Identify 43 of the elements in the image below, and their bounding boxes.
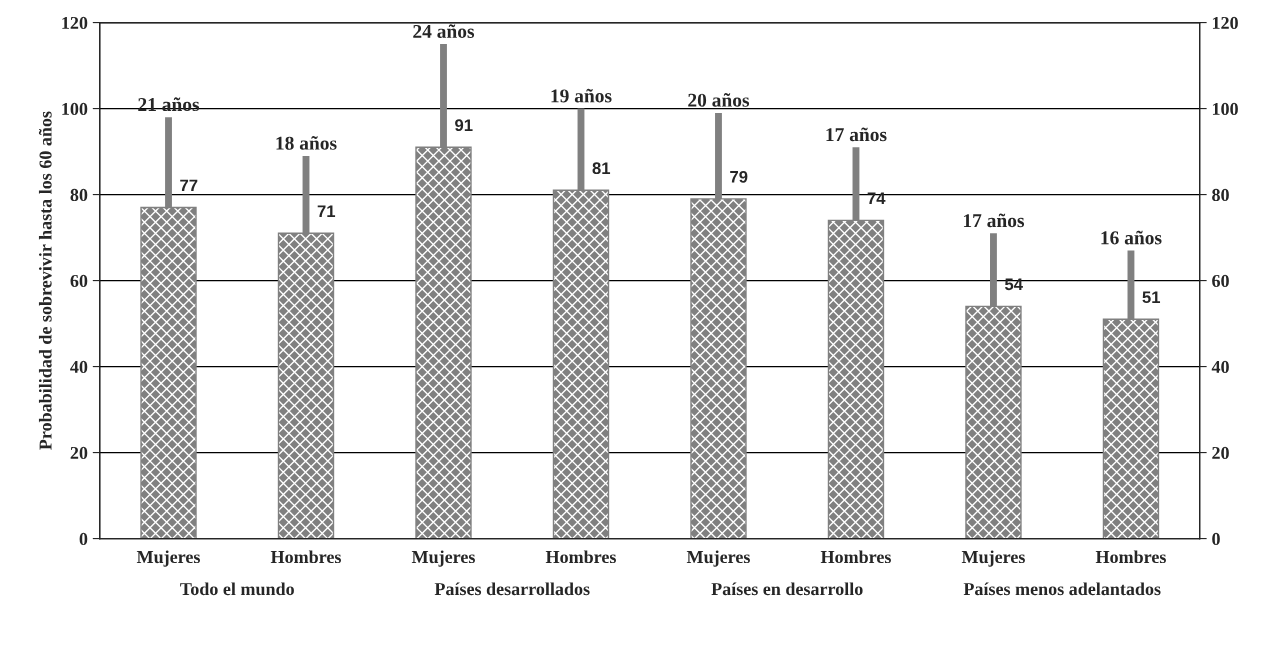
y-tick-label: 0 (79, 532, 88, 546)
y-axis-title: Probabilidad de sobrevivir hasta los 60 años (38, 111, 52, 450)
y-tick-label: 40 (70, 360, 88, 374)
x-tick-label: Hombres (1095, 550, 1166, 564)
x-tick-label: Mujeres (136, 550, 200, 567)
y2-tick-label: 40 (1211, 360, 1229, 374)
data-label: 18 años (276, 136, 337, 150)
data-label: 71 (317, 205, 336, 217)
x-tick-label: Hombres (820, 550, 891, 564)
x-tick-label: Hombres (545, 550, 616, 564)
data-label: 74 (867, 192, 886, 205)
text: Países en desarrollo (711, 582, 863, 596)
text: Países menos adelantados (963, 582, 1161, 596)
y-tick-label: 120 (62, 16, 88, 30)
y2-tick-label: 20 (1212, 446, 1229, 460)
data-label: 19 años (551, 88, 612, 103)
y2-tick-label: 80 (1212, 188, 1229, 202)
data-label: 54 (1004, 278, 1023, 291)
data-label: 77 (180, 179, 198, 192)
x-tick-label: Mujeres (686, 550, 750, 567)
data-label: 24 años (413, 24, 475, 38)
x-tick-label: Mujeres (411, 550, 475, 567)
y2-tick-label: 60 (1212, 274, 1229, 288)
data-label: 91 (455, 119, 473, 132)
y-tick-label: 80 (70, 188, 88, 202)
data-label: 20 años (688, 93, 750, 107)
data-label: 21 años (138, 97, 200, 112)
y2-tick-label: 100 (1212, 102, 1238, 116)
text: Países desarrollados (434, 582, 590, 596)
data-label: 17 años (826, 127, 887, 142)
data-label: 51 (1142, 291, 1161, 304)
y-tick-label: 60 (70, 274, 88, 288)
text: Todo el mundo (180, 582, 294, 596)
y2-tick-label: 120 (1212, 16, 1238, 30)
data-label: 79 (730, 170, 748, 183)
y2-tick-label: 0 (1212, 532, 1220, 546)
y-tick-label: 20 (70, 446, 88, 460)
data-label: 16 años (1101, 230, 1162, 245)
data-label: 81 (592, 162, 611, 175)
data-label: 17 años (963, 213, 1025, 228)
x-tick-label: Mujeres (961, 550, 1025, 567)
y-tick-label: 100 (62, 102, 88, 116)
x-tick-label: Hombres (270, 550, 341, 564)
